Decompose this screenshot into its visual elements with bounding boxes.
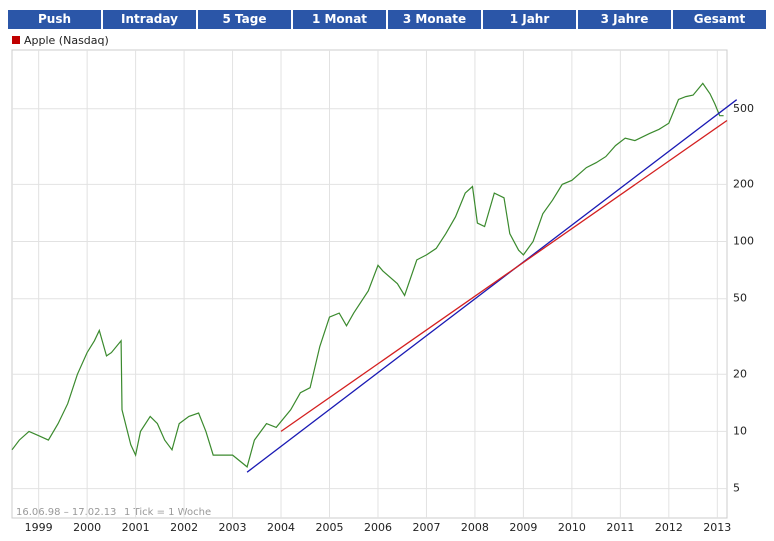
tab-bar: Push Intraday 5 Tage 1 Monat 3 Monate 1 Jahr 3… xyxy=(8,10,766,29)
tab[interactable]: 5 Tage xyxy=(198,10,291,29)
x-tick-label: 2000 xyxy=(73,521,101,534)
y-tick-label: 10 xyxy=(733,424,747,437)
y-tick-label: 100 xyxy=(733,235,754,248)
tick-note: 1 Tick = 1 Woche xyxy=(124,507,211,518)
x-tick-label: 2001 xyxy=(122,521,150,534)
x-tick-label: 2006 xyxy=(364,521,392,534)
y-tick-label: 200 xyxy=(733,177,754,190)
y-tick-label: 20 xyxy=(733,367,747,380)
tab[interactable]: 1 Monat xyxy=(293,10,386,29)
tab[interactable]: 1 Jahr xyxy=(483,10,576,29)
x-tick-label: 2003 xyxy=(219,521,247,534)
x-tick-label: 2008 xyxy=(461,521,489,534)
x-tick-label: 2007 xyxy=(412,521,440,534)
y-tick-label: 5 xyxy=(733,482,740,495)
x-tick-label: 2009 xyxy=(509,521,537,534)
plot-frame xyxy=(11,49,728,519)
tab[interactable]: Intraday xyxy=(103,10,196,29)
x-tick-label: 2011 xyxy=(606,521,634,534)
y-tick-label: 50 xyxy=(733,292,747,305)
trend-line xyxy=(280,119,728,432)
tab[interactable]: 3 Monate xyxy=(388,10,481,29)
y-tick-label: 500 xyxy=(733,102,754,115)
tab[interactable]: 3 Jahre xyxy=(578,10,671,29)
legend-swatch xyxy=(12,36,20,44)
x-tick-label: 2012 xyxy=(655,521,683,534)
trend-line xyxy=(246,99,738,473)
x-tick-label: 1999 xyxy=(25,521,53,534)
legend-label: Apple (Nasdaq) xyxy=(24,34,109,47)
price-line xyxy=(11,82,724,468)
tab[interactable]: Gesamt xyxy=(673,10,766,29)
x-tick-label: 2004 xyxy=(267,521,295,534)
x-tick-label: 2013 xyxy=(703,521,731,534)
date-range: 16.06.98 – 17.02.13 xyxy=(16,507,116,518)
x-tick-label: 2010 xyxy=(558,521,586,534)
x-tick-label: 2002 xyxy=(170,521,198,534)
tab[interactable]: Push xyxy=(8,10,101,29)
x-tick-label: 2005 xyxy=(316,521,344,534)
